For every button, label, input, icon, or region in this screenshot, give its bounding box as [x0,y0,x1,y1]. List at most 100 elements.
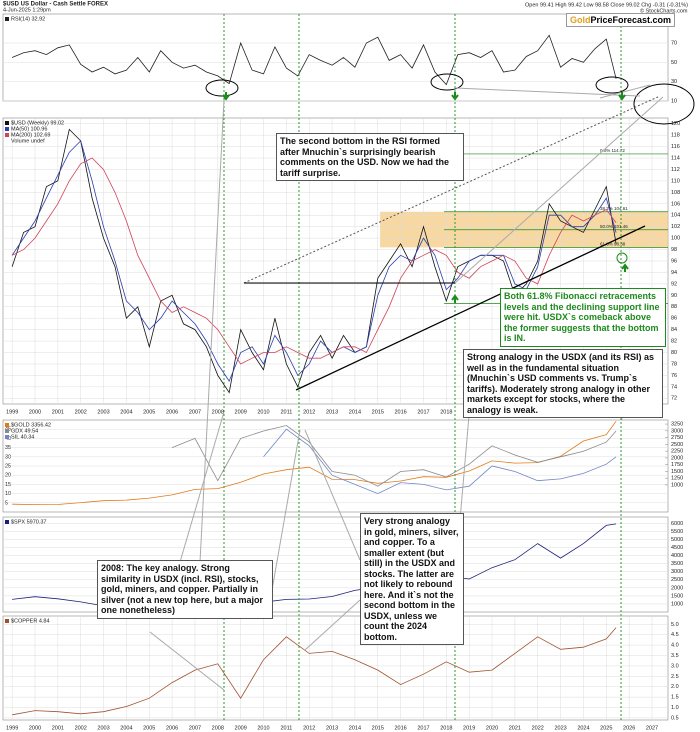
y-tick-label: 3.0 [671,663,679,669]
y-tick-label: 0.5 [671,715,679,721]
arrow [621,263,629,272]
y-tick-label: 1000 [671,601,683,607]
legend-swatch [5,127,9,131]
y-tick-label: 2500 [671,577,683,583]
panel-frame [2,13,669,102]
y2-tick-label: 2000 [671,455,683,461]
x-tick-label: 2008 [212,409,224,415]
y-tick-label: 4500 [671,545,683,551]
y2-tick-label: 3000 [671,428,683,434]
y-tick-label: 96 [671,258,677,264]
x-tick-label: 2009 [235,409,247,415]
date: 4-Jun-2025 1:29pm [3,7,51,13]
y-tick-label: 106 [671,201,680,207]
x-tick-label: 2019 [463,725,475,731]
y2-tick-label: 2750 [671,435,683,441]
x-tick-label: 2010 [257,725,269,731]
x-tick-label: 2012 [303,409,315,415]
y-tick-label: 30 [671,79,677,85]
y-tick-label: 84 [671,327,677,333]
x-tick-label: 2000 [29,725,41,731]
legend-swatch [5,121,9,125]
panel-frame [2,516,669,613]
y-tick-label: 3000 [671,569,683,575]
y-tick-label: 3500 [671,561,683,567]
y-tick-label: 10 [671,98,677,104]
x-tick-label: 2002 [75,409,87,415]
y2-tick-label: 2500 [671,442,683,448]
x-tick-label: 1999 [6,725,18,731]
fib-label: 0.0% 114.72 [600,148,625,153]
series-line [171,425,617,487]
y-tick-label: 2.5 [671,674,679,680]
x-tick-label: 2015 [372,409,384,415]
series-line [12,627,617,716]
y-tick-label: 112 [671,167,680,173]
y-tick-label: 50 [671,60,677,66]
legend-label: $GOLD 3356.42 [11,422,51,428]
x-tick-label: 2012 [303,725,315,731]
symbol: $USD US Dollar - Cash Settle FOREX [3,2,108,8]
y-tick-label: 4.0 [671,643,679,649]
x-tick-label: 2016 [395,409,407,415]
y-tick-label: 35 [5,445,11,451]
legend-label: RSI(14) 32.92 [11,16,45,22]
y2-tick-label: 1250 [671,476,683,482]
y-tick-label: 5000 [671,537,683,543]
pointer [149,631,225,691]
x-tick-label: 2008 [212,725,224,731]
legend-swatch [5,423,9,427]
pointer [459,403,471,521]
x-tick-label: 2010 [257,409,269,415]
x-tick-label: 1999 [6,409,18,415]
logo: GoldPriceForecast.com [566,13,676,27]
series-line [12,420,617,506]
circle [616,252,628,264]
legend-label: $USD (Weekly) 99.02 [11,120,64,126]
y-tick-label: 25 [5,463,11,469]
pointer [271,429,301,591]
series-line [11,34,617,86]
y-tick-label: 102 [671,224,680,230]
y2-tick-label: 3250 [671,422,683,428]
pointer [454,87,641,97]
x-tick-label: 2022 [532,725,544,731]
pointer [304,599,361,651]
y-tick-label: 1.0 [671,705,679,711]
quote: Open 99.41 High 99.42 Low 98.58 Close 99… [525,2,688,8]
legend-label: MA(200) 102.69 [11,132,50,138]
x-tick-label: 2003 [97,725,109,731]
panel-frame [2,615,669,721]
x-tick-label: 2005 [143,725,155,731]
y-tick-label: 15 [5,482,11,488]
legend-label: MA(50) 100.96 [11,126,47,132]
x-tick-label: 2002 [75,725,87,731]
x-tick-label: 2001 [52,725,64,731]
x-tick-label: 2014 [349,725,361,731]
y2-tick-label: 2250 [671,449,683,455]
x-tick-label: 2021 [509,725,521,731]
x-tick-label: 2011 [280,725,292,731]
y-tick-label: 4000 [671,553,683,559]
y-tick-label: 4.5 [671,632,679,638]
y-tick-label: 100 [671,236,680,242]
y-tick-label: 74 [671,384,677,390]
y-tick-label: 10 [5,491,11,497]
y-tick-label: 5500 [671,529,683,535]
x-tick-label: 2017 [417,725,429,731]
x-tick-label: 2000 [29,409,41,415]
y2-tick-label: 1750 [671,462,683,468]
circle [595,76,629,94]
x-tick-label: 2011 [280,409,292,415]
x-tick-label: 2015 [372,725,384,731]
y-tick-label: 82 [671,339,677,345]
arrow [451,92,459,101]
annotation: Very strong analogy in gold, miners, sil… [360,513,464,645]
y2-tick-label: 1500 [671,469,683,475]
legend-swatch [5,17,9,21]
legend-swatch [5,435,9,439]
y-tick-label: 70 [671,40,677,46]
x-tick-label: 2027 [646,725,658,731]
fib-label: 38.2% 104.61 [600,206,628,211]
